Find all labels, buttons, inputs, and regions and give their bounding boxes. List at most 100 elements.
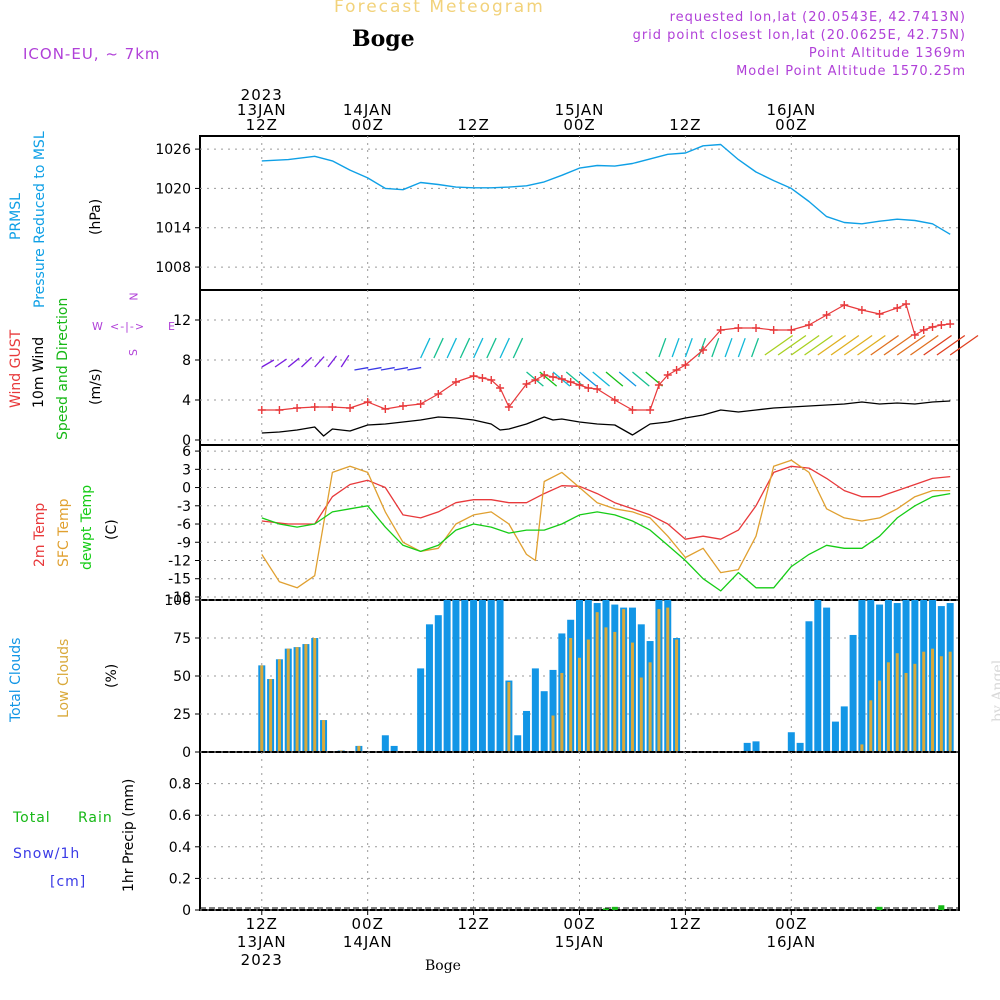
model-label: ICON-EU, ~ 7km — [23, 45, 161, 63]
y-tick-label: 0.6 — [169, 808, 191, 824]
gust-marker — [628, 406, 637, 414]
wind-arrow — [499, 337, 510, 359]
wind10-line — [261, 400, 951, 437]
gust-marker — [787, 326, 796, 334]
time-label-top: 13JAN — [237, 101, 287, 119]
wind-arrow — [565, 371, 584, 387]
y-tick-label: 75 — [173, 631, 191, 647]
y-tick-label: 0 — [182, 481, 191, 497]
y-tick-label: 1026 — [155, 142, 191, 158]
y-tick-label: 25 — [173, 707, 191, 723]
wind-arrow — [340, 354, 350, 368]
wind-arrow — [883, 334, 913, 356]
gust-marker — [478, 374, 487, 382]
gust-marker — [310, 403, 319, 411]
low-cloud-bar — [657, 609, 661, 751]
total-cloud-bar — [867, 600, 875, 751]
low-cloud-bar — [295, 647, 299, 751]
wind-arrow — [949, 334, 979, 356]
gust-marker — [381, 405, 390, 413]
low-cloud-bar — [675, 639, 679, 751]
time-label-top: 00Z — [351, 116, 383, 134]
time-label-top: 14JAN — [343, 101, 393, 119]
wind-arrow — [354, 366, 369, 371]
time-label-bottom: 12Z — [246, 915, 278, 933]
low-cloud-bar — [630, 642, 634, 751]
location-title: Boge — [352, 26, 415, 52]
gust-marker — [681, 361, 690, 369]
wind-arrow — [407, 366, 422, 371]
gust-marker — [531, 376, 540, 384]
y-tick-label: 0.8 — [169, 777, 191, 793]
total-cloud-bar — [531, 668, 539, 751]
gust-marker — [257, 406, 266, 414]
total-cloud-bar — [823, 607, 831, 751]
total-cloud-bar — [390, 745, 398, 751]
gust-marker — [566, 378, 575, 386]
gust-marker — [487, 376, 496, 384]
total-cloud-bar — [876, 604, 884, 751]
gust-marker — [575, 381, 584, 389]
wind-arrow — [857, 334, 886, 356]
low-cloud-bar — [578, 657, 581, 751]
time-label-bottom: 00Z — [351, 915, 383, 933]
time-label-bottom: 12Z — [457, 915, 489, 933]
rain-bar — [876, 906, 883, 910]
total-cloud-bar — [381, 735, 389, 751]
low-cloud-bar — [666, 607, 670, 751]
gust-marker — [734, 324, 743, 332]
wind-arrow — [804, 334, 833, 356]
low-cloud-bar — [560, 672, 564, 751]
low-cloud-bar — [604, 627, 608, 751]
low-cloud-bar — [269, 679, 273, 751]
wind-arrow — [486, 337, 497, 359]
time-label-top: 12Z — [246, 116, 278, 134]
wind-arrow — [420, 337, 431, 359]
total-cloud-bar — [514, 735, 522, 751]
wind-arrow — [287, 357, 300, 368]
total-label: Total — [13, 810, 51, 826]
wind-arrow — [446, 337, 458, 359]
sfc-temp-line — [261, 459, 951, 589]
wind-arrow — [936, 334, 966, 356]
wind-arrow — [274, 358, 287, 368]
y-tick-label: 1020 — [155, 181, 191, 197]
low-cloud-bar — [569, 638, 573, 751]
wind-arrow — [261, 359, 275, 368]
total-cloud-bar — [752, 741, 760, 751]
t2m-line — [261, 465, 951, 540]
low-cloud-bar — [860, 744, 864, 751]
total-cloud-bar — [452, 600, 460, 751]
gust-marker — [663, 371, 672, 379]
gust-marker — [654, 381, 663, 389]
gust-marker — [875, 310, 884, 318]
total-cloud-bar — [858, 600, 866, 751]
total-cloud-bar — [461, 600, 469, 751]
wind-arrow — [301, 356, 313, 368]
wind-arrow — [618, 371, 637, 387]
gust-marker — [504, 403, 513, 411]
wind-arrow — [433, 337, 444, 359]
low-cloud-bar — [648, 662, 652, 751]
low-cloud-bar — [904, 672, 908, 751]
gust-marker — [752, 324, 761, 332]
wind-arrow — [367, 366, 382, 371]
total-cloud-bar — [417, 668, 425, 751]
low-cloud-bar — [895, 653, 899, 751]
y-tick-label: -15 — [168, 572, 191, 588]
wind-arrow — [394, 366, 409, 371]
gust-marker — [346, 404, 355, 412]
wind-arrow — [579, 371, 597, 387]
compass-e: E — [168, 320, 175, 333]
gust-marker — [672, 366, 681, 374]
wind-arrow — [592, 371, 611, 387]
low-cloud-bar — [878, 680, 882, 751]
wind-arrow — [830, 334, 860, 356]
point-altitude: Point Altitude 1369m — [808, 46, 966, 61]
wind-arrow — [764, 334, 794, 356]
y-tick-label: 8 — [182, 353, 191, 369]
time-label-top: 12Z — [457, 116, 489, 134]
total-cloud-bar — [796, 742, 804, 751]
total-cloud-bar — [540, 691, 548, 751]
rain-bar — [611, 906, 618, 910]
